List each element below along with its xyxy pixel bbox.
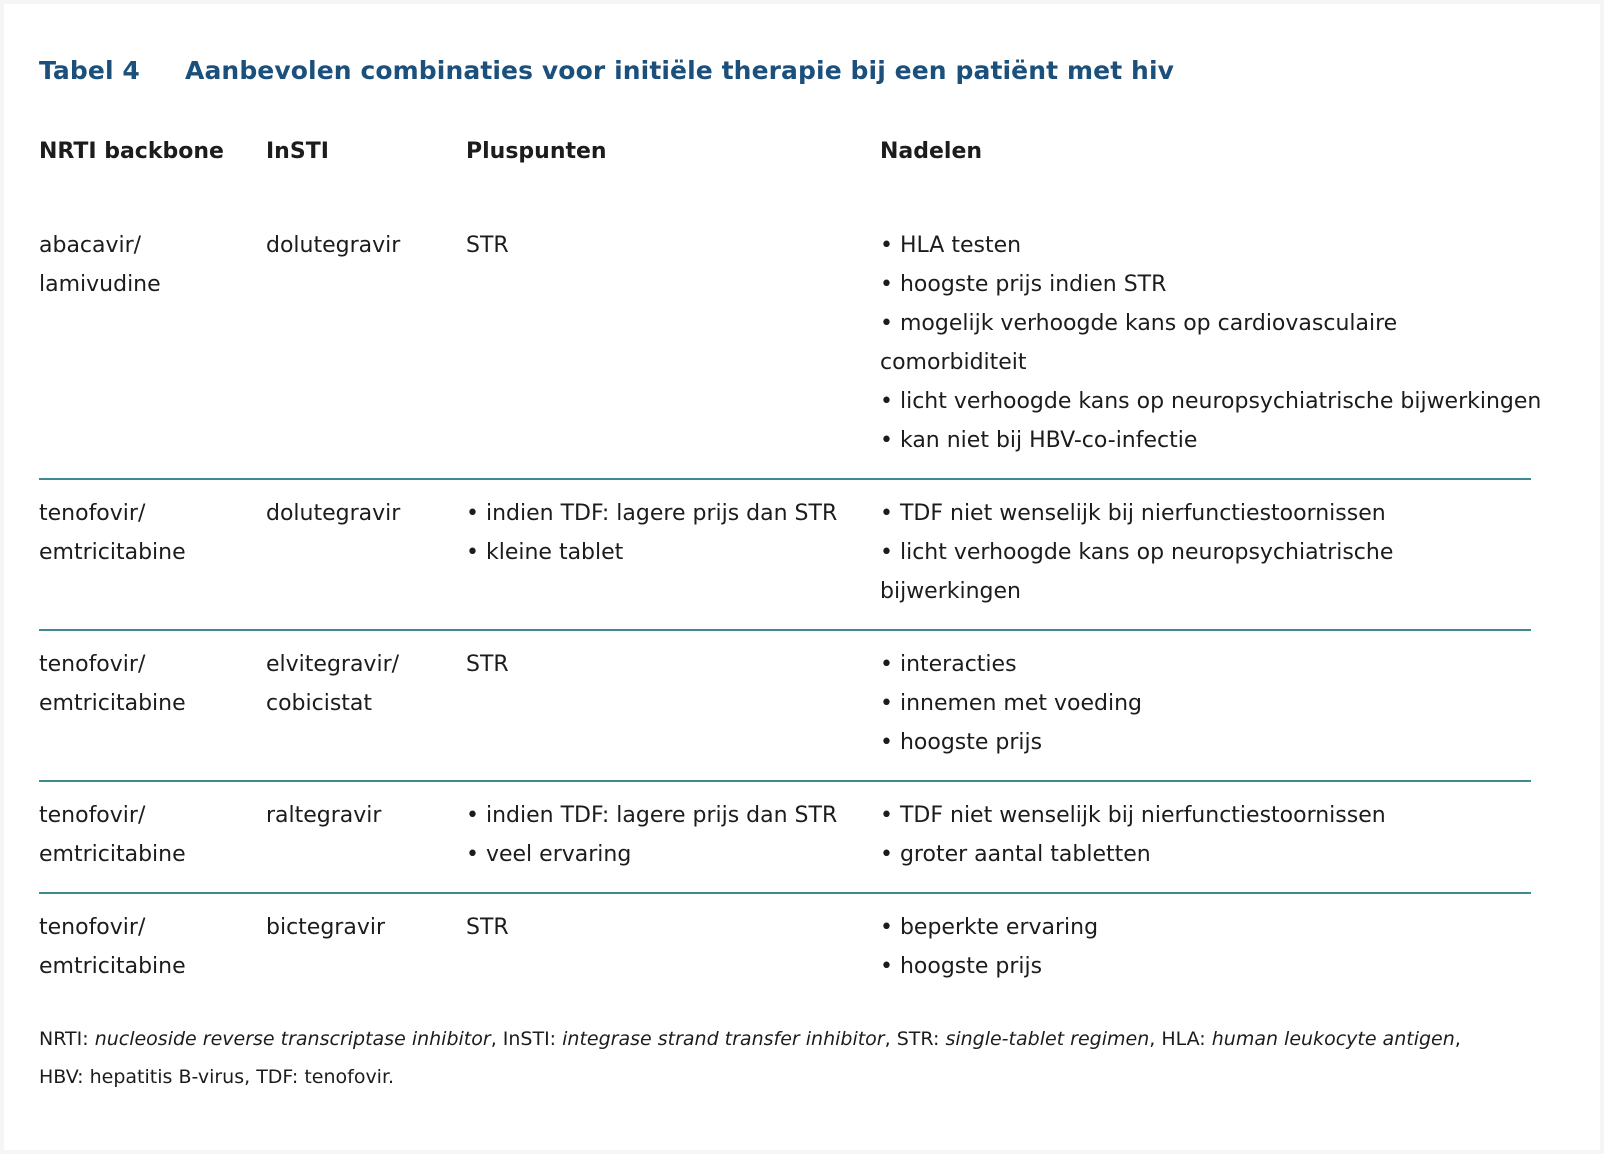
table-row: tenofovir/ emtricitabine raltegravir • i… bbox=[39, 780, 1531, 892]
footnote-segment: , bbox=[1454, 1028, 1461, 1050]
cell-line: • beperkte ervaring bbox=[880, 915, 1099, 940]
header-nrti-backbone: NRTI backbone bbox=[39, 139, 224, 164]
cell-line: • licht verhoogde kans op neuropsychiatr… bbox=[880, 540, 1394, 565]
cell-plus: • indien TDF: lagere prijs dan STR • kle… bbox=[466, 494, 880, 611]
table-header-row: NRTI backbone InSTI Pluspunten Nadelen bbox=[39, 132, 1531, 212]
cell-line: • kan niet bij HBV-co-infectie bbox=[880, 428, 1198, 453]
cell-nrti: tenofovir/ emtricitabine bbox=[39, 796, 266, 874]
footnote: NRTI: nucleoside reverse transcriptase i… bbox=[39, 1020, 1461, 1096]
cell-plus: STR bbox=[466, 226, 880, 460]
cell-plus: STR bbox=[466, 908, 880, 986]
cell-line: emtricitabine bbox=[39, 691, 186, 716]
cell-line: • TDF niet wenselijk bij nierfunctiestoo… bbox=[880, 501, 1386, 526]
footnote-segment: integrase strand transfer inhibitor bbox=[562, 1028, 885, 1050]
table-number: Tabel 4 bbox=[39, 56, 140, 85]
cell-insti: bictegravir bbox=[266, 908, 466, 986]
cell-line: emtricitabine bbox=[39, 842, 186, 867]
cell-line: abacavir/ bbox=[39, 233, 142, 258]
footnote-line-2: HBV: hepatitis B-virus, TDF: tenofovir. bbox=[39, 1066, 395, 1088]
cell-line: • hoogste prijs indien STR bbox=[880, 272, 1167, 297]
footnote-segment: single-tablet regimen bbox=[945, 1028, 1150, 1050]
cell-line: cobicistat bbox=[266, 691, 373, 716]
cell-line: STR bbox=[466, 915, 509, 940]
cell-line: • innemen met voeding bbox=[880, 691, 1142, 716]
cell-line: STR bbox=[466, 233, 509, 258]
cell-line: tenofovir/ bbox=[39, 803, 146, 828]
footnote-segment: , STR: bbox=[884, 1028, 946, 1050]
therapy-table: NRTI backbone InSTI Pluspunten Nadelen a… bbox=[39, 132, 1542, 1004]
cell-line: dolutegravir bbox=[266, 501, 401, 526]
cell-line: • veel ervaring bbox=[466, 842, 632, 867]
cell-line: • licht verhoogde kans op neuropsychiatr… bbox=[880, 389, 1542, 414]
header-nadelen: Nadelen bbox=[880, 139, 983, 164]
cell-plus: • indien TDF: lagere prijs dan STR • vee… bbox=[466, 796, 880, 874]
cell-insti: dolutegravir bbox=[266, 226, 466, 460]
cell-line: tenofovir/ bbox=[39, 501, 146, 526]
cell-nrti: tenofovir/ emtricitabine bbox=[39, 494, 266, 611]
cell-insti: raltegravir bbox=[266, 796, 466, 874]
cell-line: emtricitabine bbox=[39, 540, 186, 565]
cell-minus: • interacties • innemen met voeding • ho… bbox=[880, 645, 1531, 762]
footnote-segment: nucleoside reverse transcriptase inhibit… bbox=[94, 1028, 491, 1050]
cell-line: • interacties bbox=[880, 652, 1017, 677]
cell-line: raltegravir bbox=[266, 803, 382, 828]
cell-minus: • HLA testen • hoogste prijs indien STR … bbox=[880, 226, 1542, 460]
footnote-segment: , HLA: bbox=[1149, 1028, 1212, 1050]
table-row: tenofovir/ emtricitabine bictegravir STR… bbox=[39, 892, 1531, 1004]
cell-line: • groter aantal tabletten bbox=[880, 842, 1151, 867]
cell-line: lamivudine bbox=[39, 272, 161, 297]
cell-nrti: tenofovir/ emtricitabine bbox=[39, 645, 266, 762]
cell-minus: • beperkte ervaring • hoogste prijs bbox=[880, 908, 1531, 986]
cell-minus: • TDF niet wenselijk bij nierfunctiestoo… bbox=[880, 494, 1531, 611]
cell-line: emtricitabine bbox=[39, 954, 186, 979]
cell-nrti: abacavir/ lamivudine bbox=[39, 226, 266, 460]
footnote-segment: , InSTI: bbox=[490, 1028, 563, 1050]
cell-line: tenofovir/ bbox=[39, 915, 146, 940]
cell-line: • hoogste prijs bbox=[880, 730, 1043, 755]
cell-line: comorbiditeit bbox=[880, 350, 1027, 375]
table-caption: Aanbevolen combinaties voor initiële the… bbox=[185, 56, 1175, 85]
footnote-segment: NRTI: bbox=[39, 1028, 95, 1050]
table-title: Tabel 4 Aanbevolen combinaties voor initi… bbox=[39, 56, 1174, 85]
cell-line: • HLA testen bbox=[880, 233, 1022, 258]
table-row: tenofovir/ emtricitabine elvitegravir/ c… bbox=[39, 629, 1531, 780]
cell-line: elvitegravir/ bbox=[266, 652, 400, 677]
header-insti: InSTI bbox=[266, 139, 329, 164]
cell-line: • kleine tablet bbox=[466, 540, 624, 565]
cell-plus: STR bbox=[466, 645, 880, 762]
footnote-line-1: NRTI: nucleoside reverse transcriptase i… bbox=[39, 1020, 1461, 1058]
cell-line: • indien TDF: lagere prijs dan STR bbox=[466, 803, 838, 828]
header-pluspunten: Pluspunten bbox=[466, 139, 607, 164]
page: Tabel 4 Aanbevolen combinaties voor initi… bbox=[4, 4, 1600, 1150]
footnote-segment: human leukocyte antigen bbox=[1211, 1028, 1455, 1050]
cell-line: • hoogste prijs bbox=[880, 954, 1043, 979]
cell-line: STR bbox=[466, 652, 509, 677]
cell-nrti: tenofovir/ emtricitabine bbox=[39, 908, 266, 986]
cell-line: • mogelijk verhoogde kans op cardiovascu… bbox=[880, 311, 1398, 336]
table-row: abacavir/ lamivudine dolutegravir STR • … bbox=[39, 212, 1542, 478]
table-row: tenofovir/ emtricitabine dolutegravir • … bbox=[39, 478, 1531, 629]
cell-line: tenofovir/ bbox=[39, 652, 146, 677]
cell-line: bijwerkingen bbox=[880, 579, 1022, 604]
cell-line: • TDF niet wenselijk bij nierfunctiestoo… bbox=[880, 803, 1386, 828]
cell-line: bictegravir bbox=[266, 915, 386, 940]
cell-line: dolutegravir bbox=[266, 233, 401, 258]
cell-insti: dolutegravir bbox=[266, 494, 466, 611]
cell-insti: elvitegravir/ cobicistat bbox=[266, 645, 466, 762]
cell-minus: • TDF niet wenselijk bij nierfunctiestoo… bbox=[880, 796, 1531, 874]
cell-line: • indien TDF: lagere prijs dan STR bbox=[466, 501, 838, 526]
